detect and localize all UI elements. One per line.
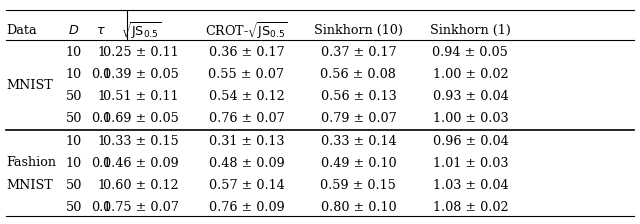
Text: 1: 1	[97, 179, 105, 192]
Text: 50: 50	[65, 201, 82, 214]
Text: Sinkhorn (1): Sinkhorn (1)	[430, 24, 511, 37]
Text: 10: 10	[65, 68, 82, 81]
Text: 0.79 ± 0.07: 0.79 ± 0.07	[321, 112, 396, 125]
Text: 10: 10	[65, 157, 82, 170]
Text: 0.76 ± 0.07: 0.76 ± 0.07	[209, 112, 284, 125]
Text: 1.00 ± 0.03: 1.00 ± 0.03	[433, 112, 508, 125]
Text: 0.1: 0.1	[91, 201, 111, 214]
Text: 0.48 ± 0.09: 0.48 ± 0.09	[209, 157, 284, 170]
Text: Data: Data	[6, 24, 37, 37]
Text: 0.55 ± 0.07: 0.55 ± 0.07	[209, 68, 284, 81]
Text: 0.54 ± 0.12: 0.54 ± 0.12	[209, 90, 284, 103]
Text: 1: 1	[97, 135, 105, 148]
Text: 0.60 ± 0.12: 0.60 ± 0.12	[103, 179, 179, 192]
Text: 0.39 ± 0.05: 0.39 ± 0.05	[103, 68, 179, 81]
Text: 0.31 ± 0.13: 0.31 ± 0.13	[209, 135, 284, 148]
Text: 50: 50	[65, 90, 82, 103]
Text: 1: 1	[97, 46, 105, 59]
Text: 0.33 ± 0.14: 0.33 ± 0.14	[321, 135, 396, 148]
Text: 50: 50	[65, 112, 82, 125]
Text: 10: 10	[65, 135, 82, 148]
Text: 0.93 ± 0.04: 0.93 ± 0.04	[433, 90, 508, 103]
Text: 0.36 ± 0.17: 0.36 ± 0.17	[209, 46, 284, 59]
Text: 1.03 ± 0.04: 1.03 ± 0.04	[433, 179, 508, 192]
Text: 0.1: 0.1	[91, 68, 111, 81]
Text: 0.56 ± 0.13: 0.56 ± 0.13	[321, 90, 396, 103]
Text: 0.57 ± 0.14: 0.57 ± 0.14	[209, 179, 284, 192]
Text: 0.1: 0.1	[91, 112, 111, 125]
Text: 1: 1	[97, 90, 105, 103]
Text: Sinkhorn (10): Sinkhorn (10)	[314, 24, 403, 37]
Text: 1.08 ± 0.02: 1.08 ± 0.02	[433, 201, 508, 214]
Text: 0.80 ± 0.10: 0.80 ± 0.10	[321, 201, 396, 214]
Text: 0.46 ± 0.09: 0.46 ± 0.09	[103, 157, 179, 170]
Text: 0.49 ± 0.10: 0.49 ± 0.10	[321, 157, 396, 170]
Text: 0.37 ± 0.17: 0.37 ± 0.17	[321, 46, 396, 59]
Text: 0.33 ± 0.15: 0.33 ± 0.15	[103, 135, 179, 148]
Text: 0.59 ± 0.15: 0.59 ± 0.15	[321, 179, 396, 192]
Text: 50: 50	[65, 179, 82, 192]
Text: 1.00 ± 0.02: 1.00 ± 0.02	[433, 68, 508, 81]
Text: 0.94 ± 0.05: 0.94 ± 0.05	[433, 46, 508, 59]
Text: 10: 10	[65, 46, 82, 59]
Text: $\sqrt{\mathrm{JS}_{0.5}}$: $\sqrt{\mathrm{JS}_{0.5}}$	[121, 20, 161, 41]
Text: 0.25 ± 0.11: 0.25 ± 0.11	[103, 46, 179, 59]
Text: 0.69 ± 0.05: 0.69 ± 0.05	[103, 112, 179, 125]
Text: 0.51 ± 0.11: 0.51 ± 0.11	[103, 90, 179, 103]
Text: 1.01 ± 0.03: 1.01 ± 0.03	[433, 157, 508, 170]
Text: MNIST: MNIST	[6, 79, 53, 92]
Text: 0.75 ± 0.07: 0.75 ± 0.07	[103, 201, 179, 214]
Text: $D$: $D$	[68, 24, 79, 37]
Text: 0.76 ± 0.09: 0.76 ± 0.09	[209, 201, 284, 214]
Text: $\tau$: $\tau$	[96, 24, 106, 37]
Text: Fashion: Fashion	[6, 156, 56, 169]
Text: MNIST: MNIST	[6, 179, 53, 192]
Text: 0.96 ± 0.04: 0.96 ± 0.04	[433, 135, 508, 148]
Text: 0.56 ± 0.08: 0.56 ± 0.08	[321, 68, 396, 81]
Text: CROT-$\sqrt{\mathrm{JS}_{0.5}}$: CROT-$\sqrt{\mathrm{JS}_{0.5}}$	[205, 20, 288, 41]
Text: 0.1: 0.1	[91, 157, 111, 170]
